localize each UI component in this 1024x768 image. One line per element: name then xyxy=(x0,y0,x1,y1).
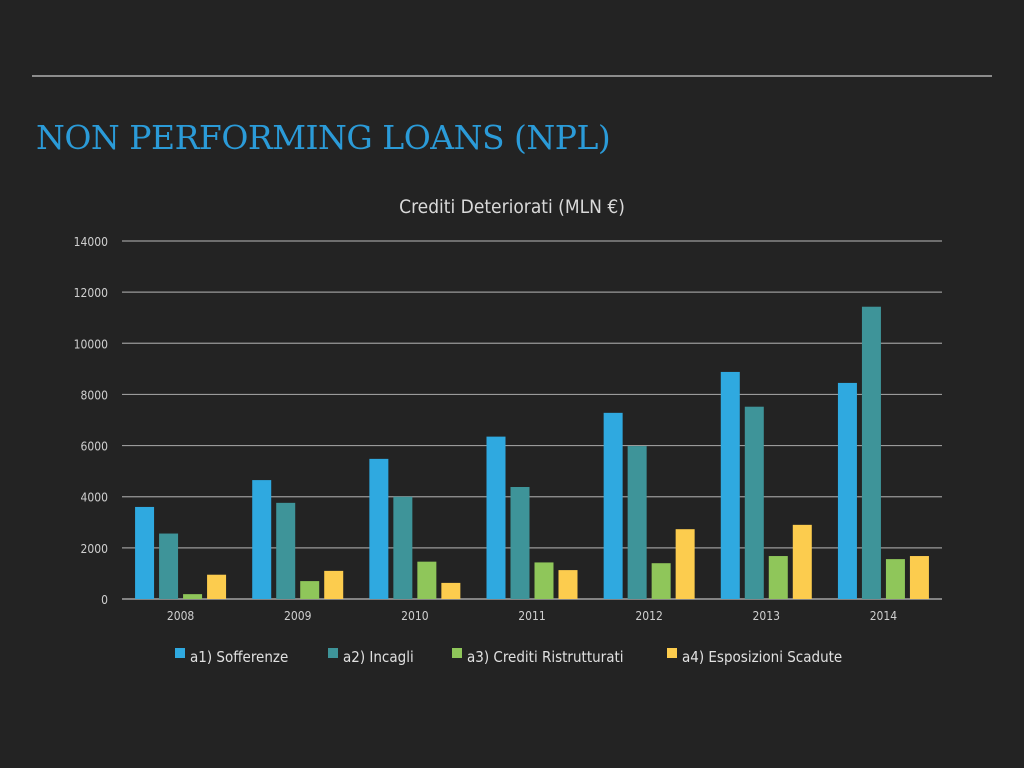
bar-1-2008 xyxy=(135,506,155,599)
bar-2-2011 xyxy=(510,486,530,599)
bar-4-2013 xyxy=(792,524,812,599)
bar-4-2010 xyxy=(441,582,461,599)
bar-1-2013 xyxy=(720,371,740,599)
bar-2-2009 xyxy=(276,502,296,599)
x-tick-label: 2009 xyxy=(284,609,312,623)
bar-2-2014 xyxy=(861,306,881,599)
bar-1-2014 xyxy=(837,382,857,599)
y-tick-label: 8000 xyxy=(81,388,109,402)
top-divider xyxy=(32,75,992,77)
bar-4-2014 xyxy=(909,556,929,599)
bar-4-2008 xyxy=(207,574,227,599)
bar-1-2010 xyxy=(369,458,389,599)
y-tick-label: 12000 xyxy=(74,286,108,300)
bar-2-2010 xyxy=(393,496,413,599)
bar-4-2012 xyxy=(675,529,695,599)
legend-swatch-3 xyxy=(452,648,462,658)
x-tick-label: 2014 xyxy=(870,609,898,623)
bar-1-2012 xyxy=(603,412,623,599)
x-tick-label: 2012 xyxy=(635,609,662,623)
legend-label-2: a2) Incagli xyxy=(343,648,414,666)
bar-3-2008 xyxy=(183,594,203,599)
bar-2-2013 xyxy=(744,406,764,599)
x-tick-label: 2010 xyxy=(401,609,429,623)
legend-swatch-2 xyxy=(328,648,338,658)
bar-1-2011 xyxy=(486,436,506,599)
bar-4-2009 xyxy=(324,570,344,599)
bar-3-2014 xyxy=(885,559,905,599)
bar-1-2009 xyxy=(252,480,272,599)
y-tick-label: 10000 xyxy=(74,337,108,351)
bar-3-2013 xyxy=(768,556,788,599)
y-tick-label: 2000 xyxy=(81,542,109,556)
bar-3-2009 xyxy=(300,581,320,599)
bar-3-2010 xyxy=(417,561,437,599)
bar-2-2008 xyxy=(159,533,179,599)
x-tick-label: 2008 xyxy=(167,609,195,623)
y-tick-label: 6000 xyxy=(81,440,109,454)
slide-title: NON PERFORMING LOANS (NPL) xyxy=(36,118,611,157)
legend-label-3: a3) Crediti Ristrutturati xyxy=(467,648,624,666)
y-tick-label: 0 xyxy=(101,593,108,607)
legend-label-4: a4) Esposizioni Scadute xyxy=(682,648,842,666)
chart-title: Crediti Deteriorati (MLN €) xyxy=(399,196,625,218)
x-tick-label: 2011 xyxy=(518,609,545,623)
y-tick-label: 4000 xyxy=(81,491,109,505)
legend-label-1: a1) Sofferenze xyxy=(190,648,288,666)
bar-2-2012 xyxy=(627,446,647,599)
x-tick-label: 2013 xyxy=(753,609,780,623)
bar-3-2011 xyxy=(534,562,554,599)
legend-swatch-4 xyxy=(667,648,677,658)
legend-swatch-1 xyxy=(175,648,185,658)
bar-4-2011 xyxy=(558,570,578,599)
y-tick-label: 14000 xyxy=(74,235,108,249)
bar-3-2012 xyxy=(651,563,671,599)
